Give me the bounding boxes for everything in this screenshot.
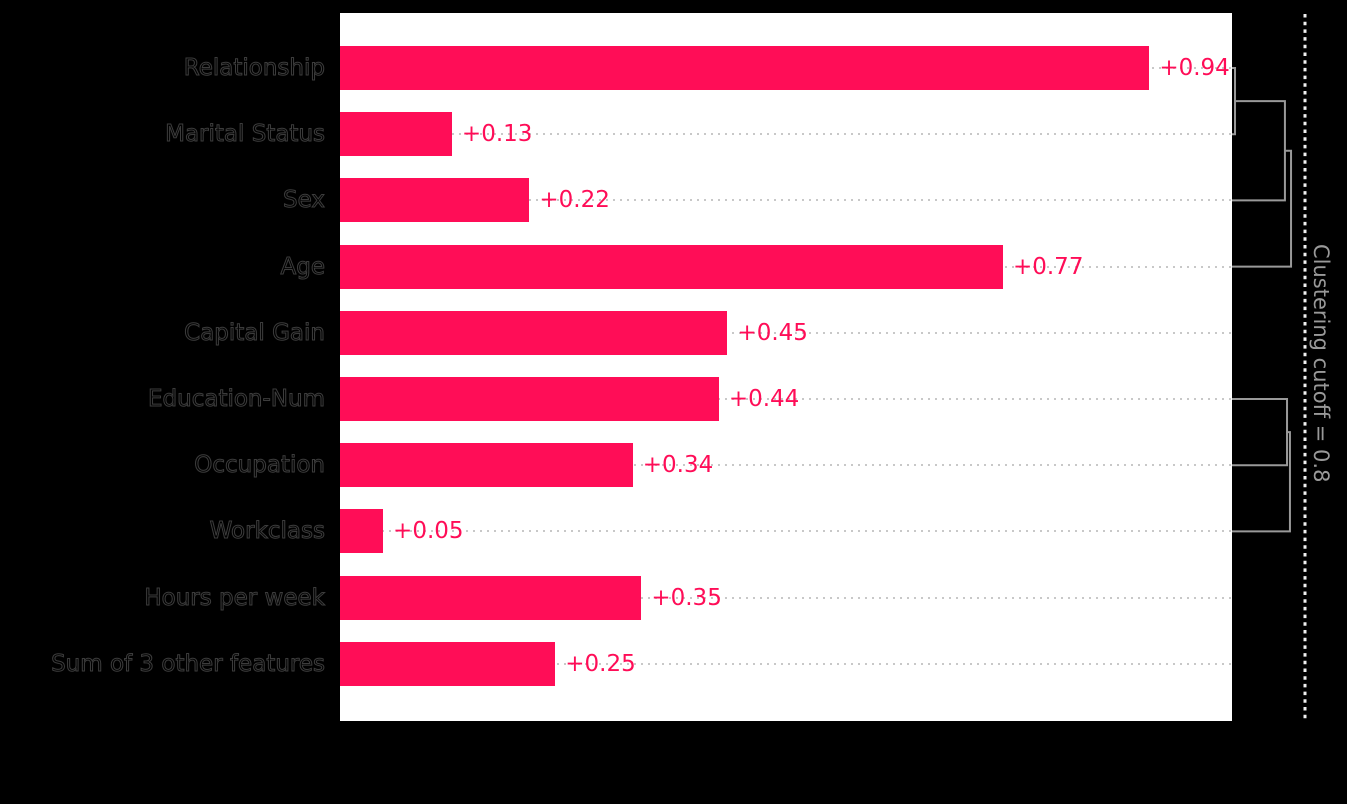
y-tick-label: Sex <box>283 187 326 214</box>
y-tick-label: Occupation <box>194 452 326 479</box>
dendrogram-link <box>1232 398 1289 467</box>
dendrogram-link <box>1232 149 1293 268</box>
y-tick-label: Capital Gain <box>184 319 326 346</box>
gridline <box>340 133 1232 136</box>
y-tick-label: Relationship <box>183 55 325 82</box>
bar-value-label: +0.44 <box>728 386 800 412</box>
bar <box>340 178 530 223</box>
dendrogram-link <box>1232 100 1286 202</box>
bar <box>340 46 1150 90</box>
gridline <box>340 199 1232 202</box>
gridline <box>340 464 1232 467</box>
bar <box>340 443 633 488</box>
bar-value-label: +0.05 <box>393 518 464 545</box>
y-tick-label: Age <box>280 253 325 280</box>
bar-value-label: +0.34 <box>642 452 714 479</box>
plot-area: +0.94 +0.13 +0.22 +0.77 +0.45 +0.44 +0.34 +0.05… <box>340 13 1232 721</box>
dendrogram-link <box>1232 431 1291 533</box>
y-tick-label: Workclass <box>209 518 325 545</box>
gridline <box>340 398 1232 400</box>
y-tick-label: Hours per week <box>144 584 326 611</box>
bar <box>340 112 452 157</box>
bar <box>340 377 719 421</box>
dendrogram-link <box>1232 67 1237 136</box>
gridline <box>340 596 1232 599</box>
bar <box>340 509 384 554</box>
gridline <box>340 331 1232 334</box>
y-tick-label: Sum of 3 other features <box>51 650 326 677</box>
bar <box>340 244 1003 289</box>
bar-value-label: +0.13 <box>461 121 533 148</box>
bar-value-label: +0.77 <box>1012 253 1084 280</box>
bar-value-label: +0.35 <box>651 584 722 611</box>
clustering-dendrogram <box>1232 14 1307 722</box>
bar-value-label: +0.25 <box>565 650 636 677</box>
y-tick-label: Marital Status <box>165 121 326 148</box>
bar-value-label: +0.45 <box>737 319 808 346</box>
clustering-cutoff-label: Clustering cutoff = 0.8 <box>1309 244 1333 483</box>
bar-value-label: +0.22 <box>539 187 610 214</box>
gridline <box>340 662 1232 665</box>
y-tick-label: Education-Num <box>148 386 326 413</box>
gridline <box>340 530 1232 533</box>
bar <box>340 641 556 686</box>
bar-value-label: +0.94 <box>1159 55 1230 81</box>
bar <box>340 575 642 620</box>
bar <box>340 310 728 355</box>
y-axis-labels: Relationship Marital Status Sex Age Capital … <box>0 13 326 721</box>
